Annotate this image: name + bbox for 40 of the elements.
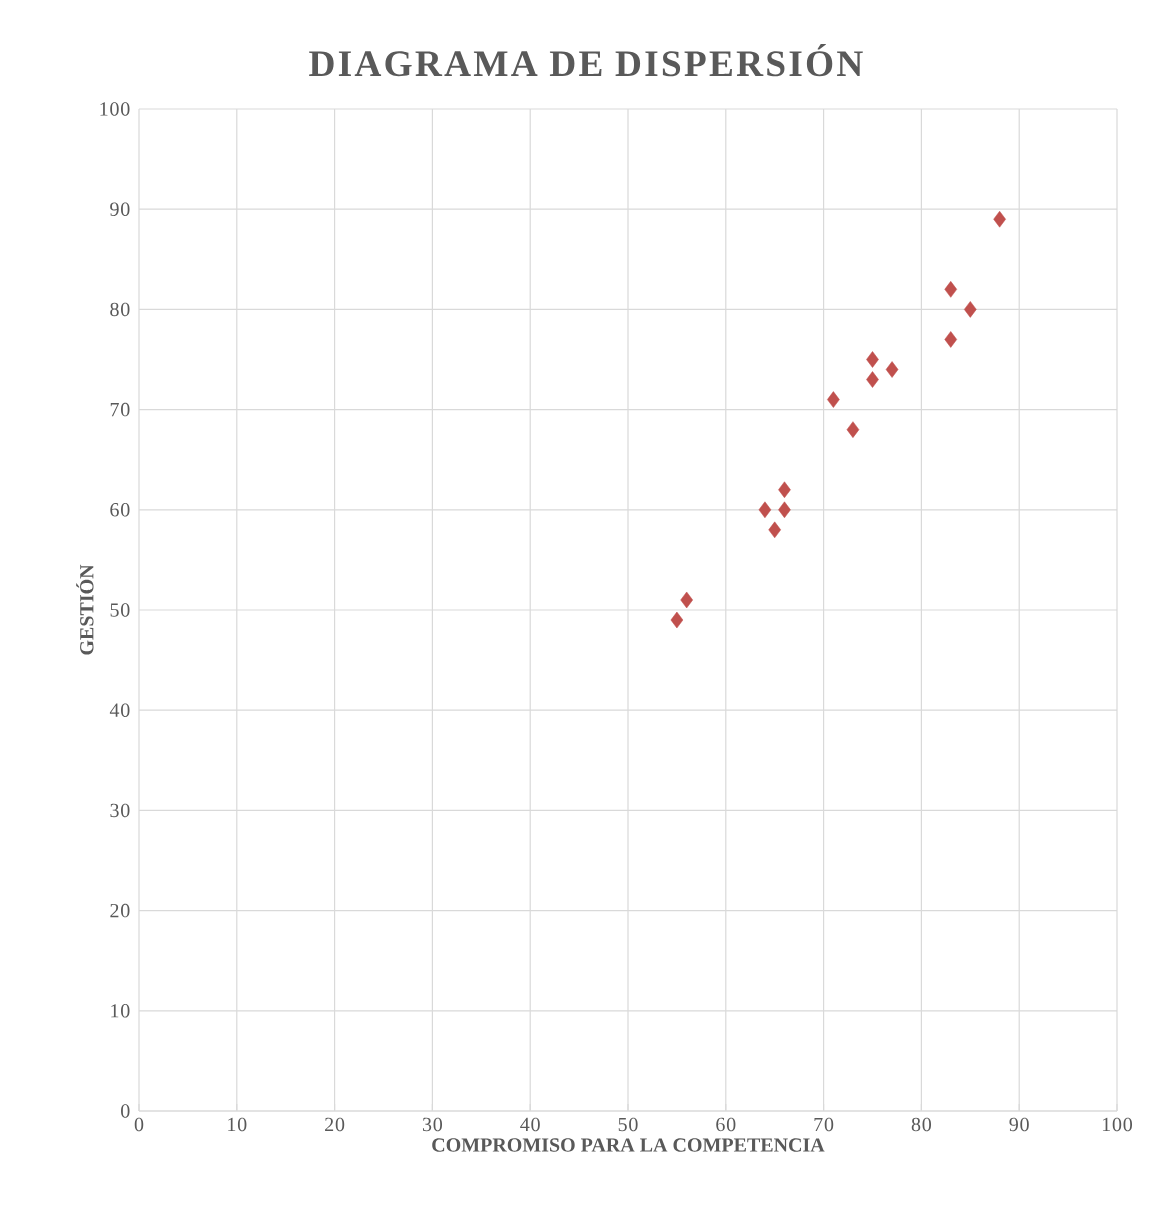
point: [778, 481, 791, 499]
point: [866, 371, 879, 388]
y-tick-label: 90: [110, 202, 130, 216]
x-tick-label: 10: [228, 1117, 247, 1132]
y-tick-label: 80: [110, 302, 130, 317]
point: [768, 521, 781, 539]
point: [944, 331, 958, 348]
point: [944, 281, 958, 298]
chart-title: DIAGRAMA DE DISPERSIÓN: [309, 43, 863, 77]
x-axis-title: COMPROMISO PARA LA COMPETENCIA: [432, 1138, 825, 1152]
point: [670, 611, 684, 629]
point: [680, 591, 693, 609]
x-tick-label: 90: [1009, 1117, 1029, 1132]
x-tick-label: 20: [325, 1117, 345, 1132]
y-tick-label: 30: [110, 803, 130, 818]
y-tick-label: 100: [100, 102, 130, 116]
point: [866, 351, 879, 368]
x-tick-label: 40: [520, 1117, 540, 1132]
point: [758, 501, 772, 519]
x-tick-label: 60: [716, 1117, 736, 1132]
x-tick-label: 0: [134, 1117, 144, 1132]
y-tick-label: 20: [110, 903, 130, 918]
point: [993, 210, 1006, 228]
y-tick-label: 0: [121, 1104, 130, 1118]
x-tick-label: 50: [618, 1117, 638, 1132]
point: [827, 391, 840, 408]
point: [964, 301, 977, 318]
y-tick-label: 10: [111, 1004, 130, 1018]
y-tick-label: 50: [110, 603, 130, 617]
x-tick-label: 100: [1102, 1117, 1133, 1132]
x-tick-label: 70: [814, 1117, 834, 1132]
y-tick-label: 60: [110, 503, 130, 517]
point: [885, 361, 899, 378]
y-tick-label: 40: [109, 703, 130, 717]
point: [778, 501, 791, 519]
y-tick-label: 70: [110, 402, 130, 417]
y-axis-title: GESTIÓN: [76, 564, 94, 655]
x-tick-label: 30: [422, 1117, 443, 1132]
point: [846, 421, 860, 438]
x-tick-label: 80: [911, 1117, 932, 1132]
